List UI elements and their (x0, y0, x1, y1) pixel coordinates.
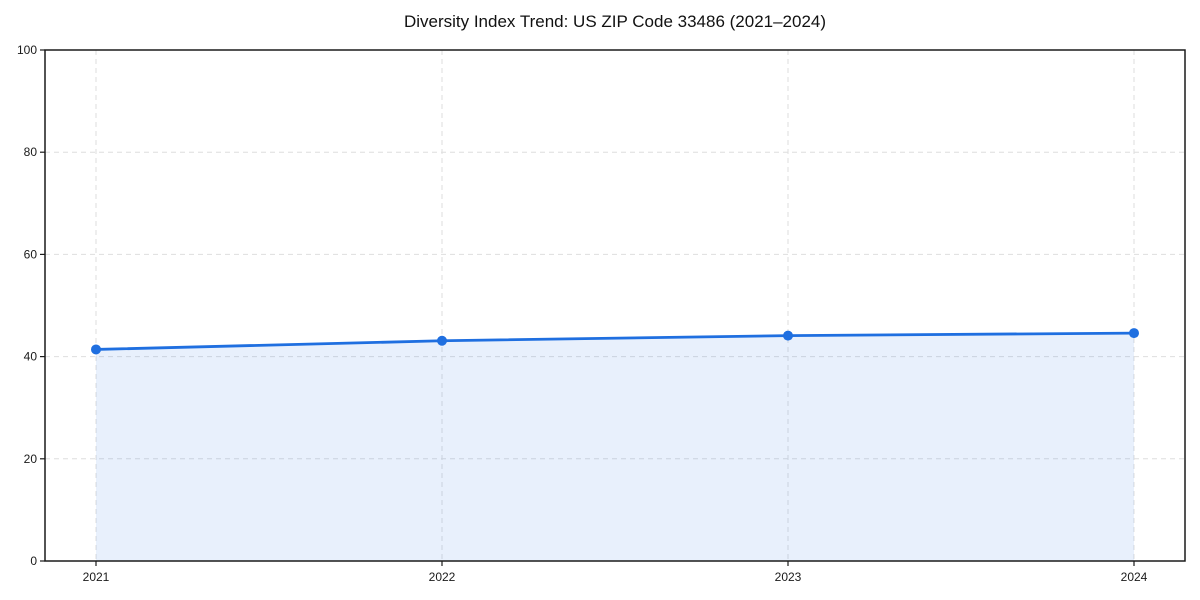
trend-line (94, 331, 1136, 351)
y-tick-label: 100 (17, 43, 37, 57)
y-tick-label: 20 (24, 452, 38, 466)
x-tick-label: 2022 (429, 570, 456, 584)
y-tick-label: 80 (24, 145, 38, 159)
chart-title: Diversity Index Trend: US ZIP Code 33486… (403, 12, 827, 31)
axis-spines (44, 49, 1186, 562)
y-tick-label: 40 (24, 350, 38, 364)
data-point (437, 335, 447, 346)
area-fill (96, 333, 1134, 561)
data-point (91, 344, 101, 355)
x-tick-label: 2021 (83, 570, 110, 584)
x-tick-label: 2023 (775, 570, 802, 584)
data-point (1129, 328, 1139, 339)
y-tick-label: 0 (30, 554, 37, 568)
data-point (783, 330, 793, 341)
x-tick-label: 2024 (1121, 570, 1148, 584)
y-tick-label: 60 (24, 247, 38, 261)
